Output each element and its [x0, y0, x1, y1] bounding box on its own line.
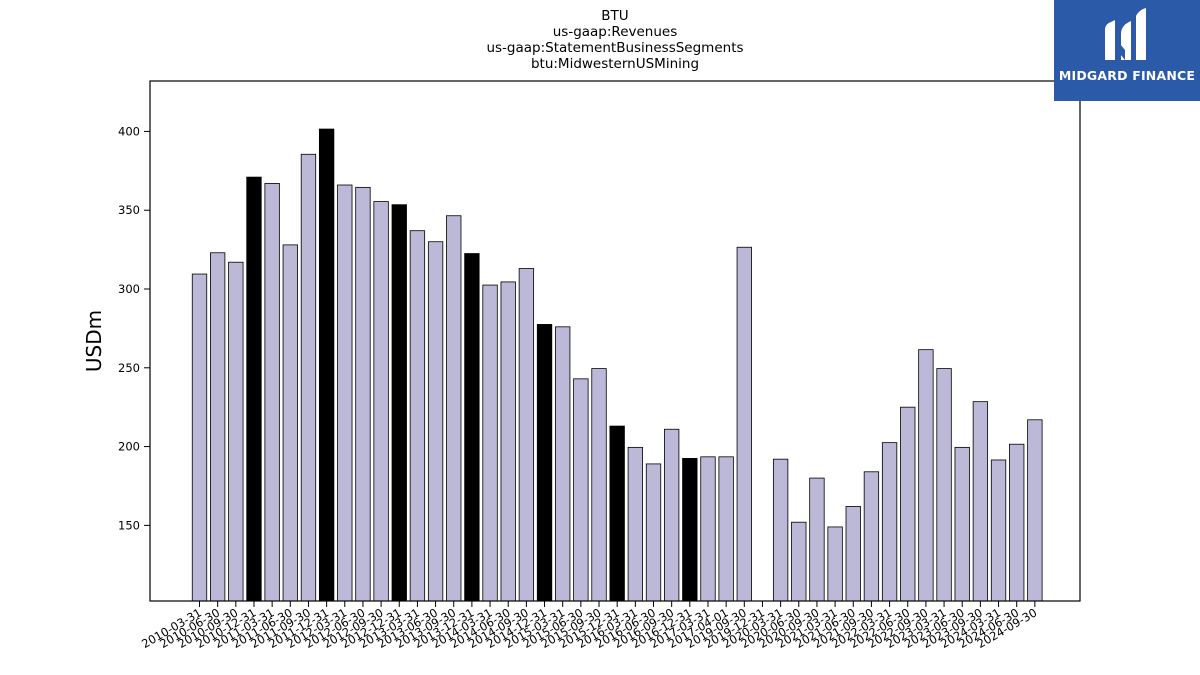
bar-2023-06-30: [954, 446, 970, 602]
bar-2014-09-30: [518, 268, 535, 602]
chart-title-line-1: BTU: [601, 8, 628, 24]
bar-2024-09-30: [1027, 419, 1043, 602]
chart-title: BTU us-gaap:Revenues us-gaap:StatementBu…: [486, 8, 743, 72]
bar-2014-03-31: [482, 284, 498, 602]
bar-2011-09-30: [300, 153, 317, 602]
bar-2022-06-30: [900, 406, 916, 602]
y-axis-label: USDm: [82, 310, 106, 372]
bar-2021-09-30: [863, 471, 880, 602]
y-tick-label: 150: [118, 518, 140, 532]
bar-2012-09-30: [373, 201, 389, 602]
bar-2020-03-31: [772, 458, 789, 602]
bar-2012-12-31: [391, 204, 407, 602]
bar-2013-09-30: [446, 215, 462, 602]
y-tick-label: 350: [118, 203, 140, 217]
bar-2023-09-30: [972, 401, 989, 602]
bar-2014-12-31: [536, 324, 553, 602]
bar-2024-03-31: [990, 459, 1007, 602]
bar-2010-12-31: [246, 176, 262, 602]
bar-2012-06-30: [355, 186, 371, 602]
y-tick-label: 250: [118, 361, 140, 375]
y-tick-label: 400: [118, 124, 140, 138]
bar-2021-03-31: [827, 526, 843, 602]
midgard-finance-logo: MIDGARD FINANCE: [1054, 0, 1200, 101]
bar-2017-04-01: [718, 456, 734, 602]
chart-title-line-4: btu:MidwesternUSMining: [531, 56, 699, 72]
bar-2012-03-31: [337, 184, 353, 602]
bar-2014-06-30: [500, 281, 516, 602]
bar-2017-03-31: [700, 456, 716, 602]
bar-2011-03-31: [264, 183, 280, 602]
y-tick-label: 200: [118, 440, 140, 454]
bar-2015-09-30: [591, 368, 607, 602]
bar-2022-09-30: [918, 349, 934, 602]
logo-text: MIDGARD FINANCE: [1058, 68, 1196, 83]
chart-title-line-2: us-gaap:Revenues: [553, 24, 678, 40]
bar-2013-03-31: [409, 230, 426, 602]
bar-2010-06-30: [210, 252, 226, 602]
bar-2013-12-31: [464, 253, 480, 602]
y-tick-label: 300: [118, 282, 140, 296]
x-axis: 2010-03-312010-06-302010-09-302010-12-31…: [139, 601, 1039, 651]
plot-frame: [149, 80, 1081, 602]
bar-2016-06-30: [645, 463, 662, 602]
bar-2019-09-30: [736, 246, 752, 602]
bar-2010-09-30: [228, 261, 244, 602]
chart-title-line-3: us-gaap:StatementBusinessSegments: [486, 40, 743, 56]
bar-2016-03-31: [627, 446, 643, 602]
bar-2023-03-31: [936, 368, 952, 602]
bar-2016-12-31: [682, 457, 698, 602]
bar-2015-06-30: [573, 378, 589, 602]
y-axis: 150 200 250 300 350 400: [118, 124, 150, 532]
bar-2011-12-31: [318, 128, 335, 602]
bar-2020-09-30: [809, 477, 825, 602]
bar-2013-06-30: [427, 241, 444, 602]
bar-2015-12-31: [609, 425, 625, 602]
bar-2010-03-31: [191, 273, 208, 602]
bar-2024-06-30: [1009, 443, 1025, 602]
bar-2022-03-31: [881, 442, 898, 602]
bar-2011-06-30: [282, 244, 298, 602]
bars-layer: [191, 128, 1043, 602]
midgard-logo-icon: [1105, 8, 1146, 60]
bar-2020-06-30: [791, 521, 807, 602]
bar-2015-03-31: [555, 326, 571, 602]
bar-2021-06-30: [845, 506, 861, 602]
bar-2016-09-30: [664, 428, 680, 602]
